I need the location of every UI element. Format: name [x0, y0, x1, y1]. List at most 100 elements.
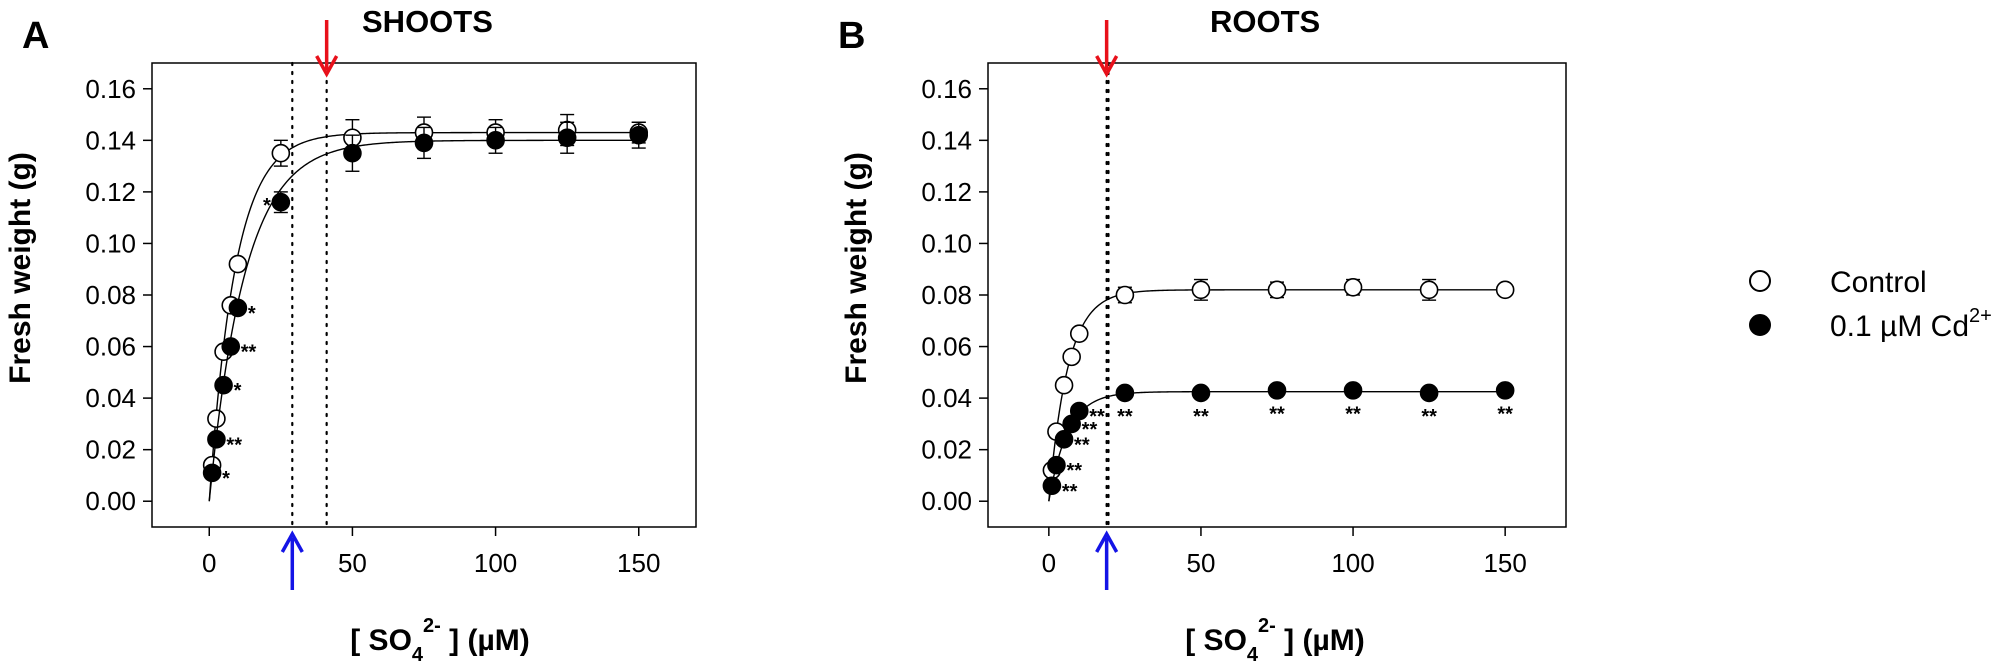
y-axis-label-b: Fresh weight (g) [840, 152, 873, 384]
data-point-control [228, 254, 248, 274]
fit-curve-cadmium [208, 139, 639, 502]
x-tick-label: 150 [1483, 548, 1526, 578]
data-point-cadmium [221, 337, 241, 356]
panel-title-shoots: SHOOTS [362, 4, 493, 39]
data-point-cadmium [228, 298, 248, 318]
panel-roots: B ROOTS Fresh weight (g) [ SO42- ] (µM) … [838, 4, 1567, 666]
y-tick-label: 0.10 [921, 228, 972, 258]
x-label-b-main: [ SO [1185, 624, 1247, 657]
legend: Control 0.1 µM Cd2+ [1749, 266, 1992, 343]
plot-area-a: 0.00 0.02 0.04 0.06 0.08 0.10 0.12 0.14 0.16 0 50 1… [85, 20, 697, 590]
y-tick-label: 0.06 [85, 332, 136, 362]
y-tick-label: 0.12 [85, 177, 136, 207]
legend-marker-control [1749, 270, 1771, 292]
panel-label-a: A [22, 15, 49, 57]
data-point-control [1054, 375, 1074, 395]
red-arrow-head [315, 55, 339, 78]
data-point-control [1115, 285, 1135, 305]
significance-marker: ** [1421, 406, 1437, 428]
data-point-cadmium [1343, 381, 1363, 400]
data-point-control [1267, 280, 1287, 300]
y-tick-label: 0.04 [921, 383, 972, 413]
x-label-b-sup: 2- [1258, 615, 1276, 637]
data-point-cadmium [202, 463, 222, 483]
significance-marker: ** [226, 434, 242, 456]
legend-label-control: Control [1830, 266, 1927, 299]
significance-marker: ** [1089, 406, 1105, 428]
y-tick-label: 0.00 [85, 486, 136, 516]
data-point-cadmium [1054, 430, 1074, 449]
blue-arrow-head [1095, 530, 1119, 553]
x-label-a-unit: ] (µM) [441, 624, 530, 657]
y-tick-label: 0.16 [921, 74, 972, 104]
y-tick-label: 0.06 [921, 332, 972, 362]
data-point-control [1495, 280, 1515, 300]
significance-marker: ** [241, 342, 257, 364]
data-point-cadmium [271, 192, 291, 212]
x-tick-label: 150 [617, 548, 660, 578]
data-point-cadmium [1495, 381, 1515, 400]
y-tick-label: 0.00 [921, 486, 972, 516]
data-point-control [1062, 347, 1081, 367]
data-point-cadmium [1419, 383, 1439, 403]
panel-title-roots: ROOTS [1210, 4, 1320, 39]
y-tick-label: 0.02 [921, 435, 972, 465]
data-point-cadmium [1115, 383, 1135, 403]
significance-marker: ** [1193, 406, 1209, 428]
data-point-cadmium [1267, 381, 1287, 400]
data-point-cadmium [343, 143, 362, 163]
data-point-control [1419, 280, 1439, 300]
significance-marker: ** [1074, 434, 1090, 456]
x-axis-label-b: [ SO4 2- ] (µM) [1185, 615, 1365, 666]
data-point-cadmium [1047, 455, 1066, 475]
blue-arrow-head [280, 530, 304, 553]
data-point-cadmium [1042, 476, 1062, 496]
y-axis-label-a: Fresh weight (g) [4, 152, 37, 384]
data-point-cadmium [1069, 401, 1089, 421]
y-tick-label: 0.14 [85, 125, 136, 155]
significance-marker: * [222, 468, 230, 490]
significance-marker: * [263, 195, 271, 217]
data-point-cadmium [207, 430, 226, 449]
x-tick-label: 0 [1042, 548, 1056, 578]
y-tick-label: 0.14 [921, 125, 972, 155]
data-point-cadmium [414, 133, 434, 153]
data-point-cadmium [557, 128, 577, 148]
data-point-control [271, 143, 291, 163]
plot-area-b: 0.00 0.02 0.04 0.06 0.08 0.10 0.12 0.14 0.16 0 50 1… [921, 20, 1567, 590]
data-point-control [207, 409, 226, 429]
panel-shoots: A SHOOTS Fresh weight (g) [ SO4 2- ] (µM)… [4, 4, 697, 666]
x-tick-label: 100 [1331, 548, 1374, 578]
significance-marker: ** [1497, 403, 1513, 425]
data-point-cadmium [1191, 383, 1211, 403]
significance-marker: ** [1082, 419, 1098, 441]
y-tick-label: 0.08 [85, 280, 136, 310]
data-point-cadmium [214, 375, 233, 395]
x-label-a-sub: 4 [412, 644, 424, 666]
fit-curve-control [208, 131, 639, 502]
x-tick-label: 100 [474, 548, 517, 578]
y-tick-label: 0.10 [85, 228, 136, 258]
significance-marker: * [234, 380, 242, 402]
data-point-cadmium [486, 131, 505, 150]
data-point-control [1191, 280, 1211, 300]
legend-label-cadmium: 0.1 µM Cd2+ [1830, 305, 1992, 343]
x-label-a-sup: 2- [423, 615, 441, 637]
data-point-control [1343, 277, 1363, 297]
x-label-a-main: [ SO [350, 624, 412, 657]
significance-marker: ** [1117, 406, 1133, 428]
legend-label-cadmium-sup: 2+ [1969, 305, 1992, 327]
significance-marker: ** [1345, 403, 1361, 425]
significance-marker: ** [1062, 481, 1078, 503]
y-tick-label: 0.02 [85, 435, 136, 465]
x-tick-label: 50 [1186, 548, 1215, 578]
data-point-control [1069, 324, 1089, 343]
significance-marker: * [248, 303, 256, 325]
x-axis-label-a: [ SO4 2- ] (µM) [350, 615, 530, 666]
red-arrow-head [1095, 55, 1119, 78]
y-tick-label: 0.08 [921, 280, 972, 310]
y-tick-label: 0.12 [921, 177, 972, 207]
x-label-b-sub: 4 [1247, 644, 1259, 666]
x-label-b-unit: ] (µM) [1276, 624, 1365, 657]
